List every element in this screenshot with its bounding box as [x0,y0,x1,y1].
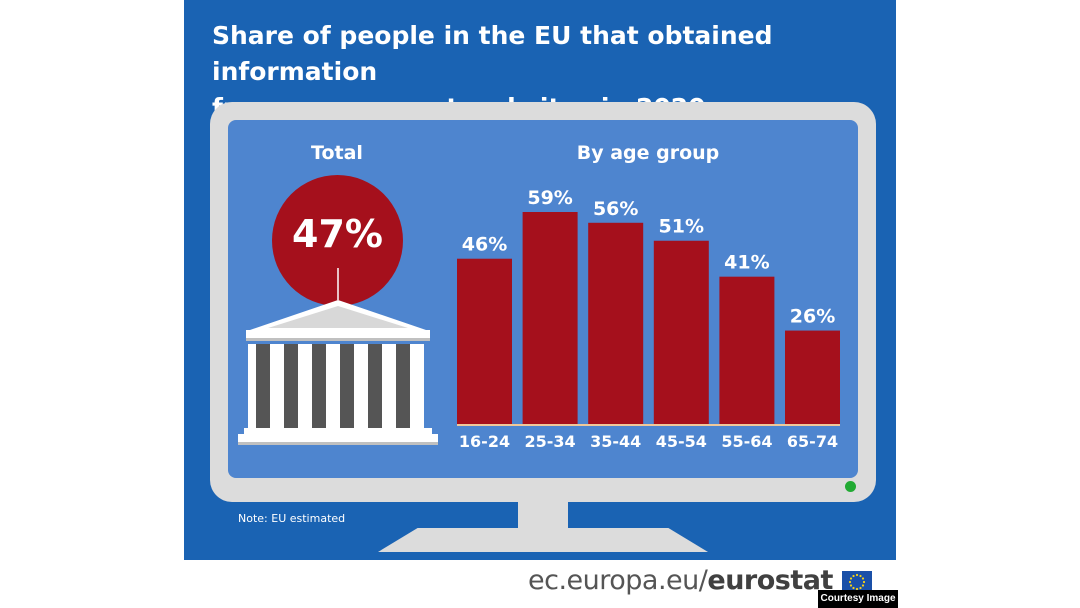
total-value: 47% [292,212,383,256]
bar-65-74 [785,330,840,424]
courtesy-label: Courtesy Image [818,590,898,608]
eu-flag-icon [842,571,872,593]
bar-value-label: 51% [659,216,704,238]
bar-value-label: 46% [462,234,507,256]
bar-35-44 [588,222,644,424]
bar-value-label: 26% [790,306,835,328]
total-heading: Total [311,142,363,164]
bar-55-64 [719,276,775,424]
monitor-base [378,528,708,552]
source-footer: ec.europa.eu/eurostat [528,565,833,596]
category-tick-label: 65-74 [787,432,838,451]
category-tick-label: 16-24 [459,432,510,451]
government-building-icon [238,268,438,445]
bar-25-34 [522,212,578,424]
age-group-heading: By age group [576,142,720,164]
category-tick-label: 25-34 [525,432,576,451]
note-text: Note: EU estimated [238,512,346,525]
footer-domain: ec.europa.eu/ [528,565,708,596]
power-led-icon [845,481,856,492]
category-tick-label: 45-54 [656,432,707,451]
bar-value-label: 41% [724,252,769,274]
building-columns [248,344,424,428]
bar-16-24 [457,258,512,424]
bar-45-54 [653,240,709,424]
category-tick-label: 35-44 [590,432,641,451]
footer-brand: eurostat [707,565,833,596]
bar-value-label: 56% [593,198,638,220]
title-line-1: Share of people in the EU that obtained … [212,21,773,86]
bar-value-label: 59% [527,187,572,209]
category-tick-label: 55-64 [721,432,772,451]
